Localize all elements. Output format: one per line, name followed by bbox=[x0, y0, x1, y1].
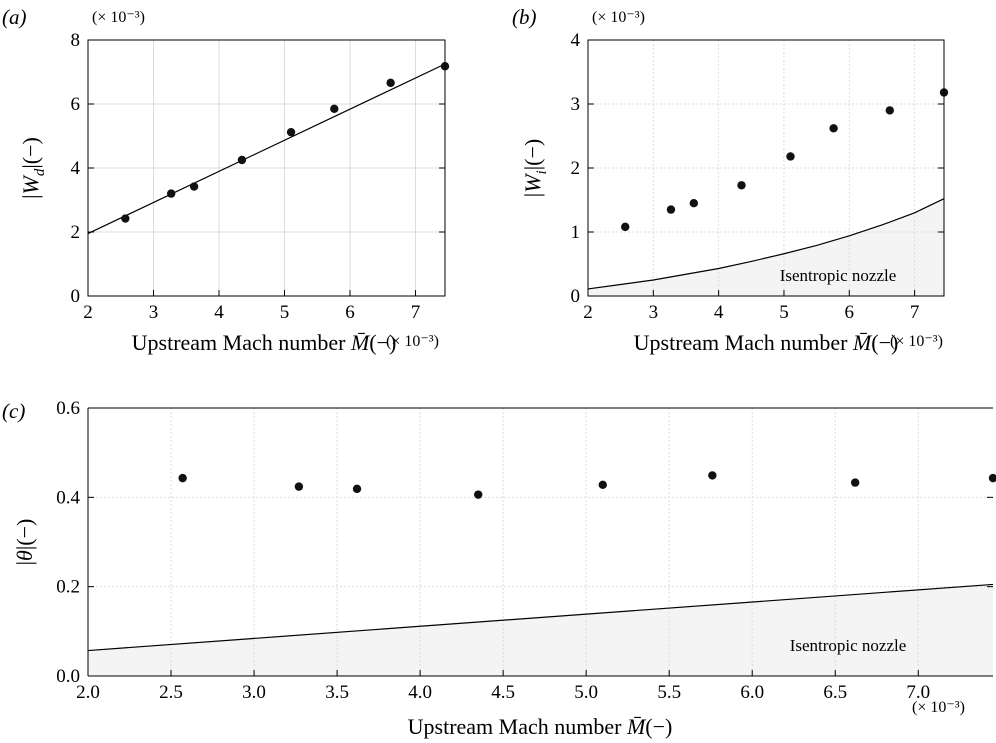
x-tick-label: 6.5 bbox=[823, 682, 847, 703]
data-point bbox=[737, 181, 746, 190]
x-multiplier: (× 10⁻³) bbox=[912, 699, 965, 716]
isentropic-nozzle-area bbox=[88, 584, 993, 676]
y-multiplier: (× 10⁻³) bbox=[92, 9, 145, 26]
panel-2: Isentropic nozzle 2.0 2.5 3.0 3.5 4.0 4.5 5.0 5.… bbox=[2, 398, 996, 739]
x-tick-label: 5.5 bbox=[657, 682, 681, 703]
data-point bbox=[286, 127, 296, 137]
data-point bbox=[330, 104, 339, 114]
data-point bbox=[178, 473, 187, 483]
isentropic-nozzle-curve bbox=[587, 198, 945, 290]
data-point bbox=[850, 478, 860, 487]
x-tick-label: 6 bbox=[845, 302, 855, 323]
x-tick-label: 3.5 bbox=[325, 682, 349, 703]
isentropic-nozzle-label: Isentropic nozzle bbox=[780, 266, 897, 285]
data-point bbox=[689, 199, 699, 208]
data-point bbox=[621, 222, 630, 232]
x-tick-label: 5 bbox=[779, 302, 789, 323]
x-tick-label: 2 bbox=[83, 302, 93, 323]
panel-label: (a) bbox=[2, 5, 27, 29]
fit-line bbox=[87, 63, 446, 235]
y-tick-label: 0.6 bbox=[56, 398, 80, 419]
panel-label: (b) bbox=[512, 5, 537, 29]
data-point bbox=[988, 473, 996, 483]
data-point bbox=[294, 482, 304, 491]
x-tick-label: 2 bbox=[583, 302, 593, 323]
y-multiplier: (× 10⁻³) bbox=[592, 9, 645, 26]
y-axis-label: |θ|(−) bbox=[12, 519, 37, 566]
x-tick-label: 4.5 bbox=[491, 682, 515, 703]
y-axis-label: |Wi|(−) bbox=[520, 139, 550, 197]
x-tick-label: 4 bbox=[714, 302, 724, 323]
data-point bbox=[474, 490, 483, 499]
x-tick-label: 7.0 bbox=[906, 682, 930, 703]
x-tick-label: 2.5 bbox=[159, 682, 183, 703]
x-tick-label: 4.0 bbox=[408, 682, 432, 703]
data-point bbox=[166, 189, 176, 198]
y-tick-label: 8 bbox=[71, 30, 81, 51]
x-tick-label: 3 bbox=[649, 302, 659, 323]
x-multiplier: (× 10⁻³) bbox=[890, 333, 943, 350]
panel-label: (c) bbox=[2, 399, 25, 423]
x-tick-label: 3 bbox=[149, 302, 159, 323]
y-axis-label: |Wd|(−) bbox=[18, 137, 48, 199]
x-tick-label: 6.0 bbox=[740, 682, 764, 703]
data-point bbox=[829, 124, 838, 133]
data-point bbox=[386, 78, 395, 88]
isentropic-nozzle-area bbox=[588, 198, 944, 296]
isentropic-nozzle-curve bbox=[87, 583, 994, 652]
data-point bbox=[189, 182, 199, 191]
y-tick-label: 3 bbox=[571, 94, 581, 115]
y-tick-label: 0.0 bbox=[56, 666, 80, 687]
y-tick-label: 4 bbox=[571, 30, 581, 51]
x-axis-label: Upstream Mach number M̄(−) bbox=[132, 330, 397, 355]
y-tick-label: 4 bbox=[71, 158, 81, 179]
data-point bbox=[237, 155, 247, 165]
x-axis-label: Upstream Mach number M̄(−) bbox=[408, 714, 673, 739]
data-point bbox=[666, 205, 676, 214]
y-tick-label: 6 bbox=[71, 94, 81, 115]
x-tick-label: 6 bbox=[345, 302, 355, 323]
data-point bbox=[885, 106, 894, 115]
x-tick-label: 5.0 bbox=[574, 682, 598, 703]
isentropic-nozzle-label: Isentropic nozzle bbox=[790, 636, 907, 655]
y-tick-label: 0.4 bbox=[56, 487, 80, 508]
y-tick-label: 2 bbox=[71, 222, 81, 243]
x-tick-label: 3.0 bbox=[242, 682, 266, 703]
data-point bbox=[352, 484, 362, 494]
data-point bbox=[121, 214, 130, 223]
y-tick-label: 0 bbox=[571, 286, 581, 307]
x-tick-label: 4 bbox=[214, 302, 224, 323]
panel-1: Isentropic nozzle 2 3 4 5 6 7 0 1 2 3 4 (b) (× 10⁻³) (… bbox=[512, 5, 949, 355]
y-tick-label: 0.2 bbox=[56, 577, 80, 598]
x-tick-label: 7 bbox=[411, 302, 421, 323]
y-tick-label: 2 bbox=[571, 158, 581, 179]
y-tick-label: 1 bbox=[571, 222, 581, 243]
x-multiplier: (× 10⁻³) bbox=[386, 333, 439, 350]
y-tick-label: 0 bbox=[71, 286, 81, 307]
x-axis-label: Upstream Mach number M̄(−) bbox=[634, 330, 899, 355]
data-point bbox=[708, 471, 717, 480]
data-point bbox=[786, 152, 795, 161]
x-tick-label: 2.0 bbox=[76, 682, 100, 703]
x-tick-label: 7 bbox=[910, 302, 920, 323]
x-tick-label: 5 bbox=[280, 302, 290, 323]
data-point bbox=[598, 480, 607, 490]
